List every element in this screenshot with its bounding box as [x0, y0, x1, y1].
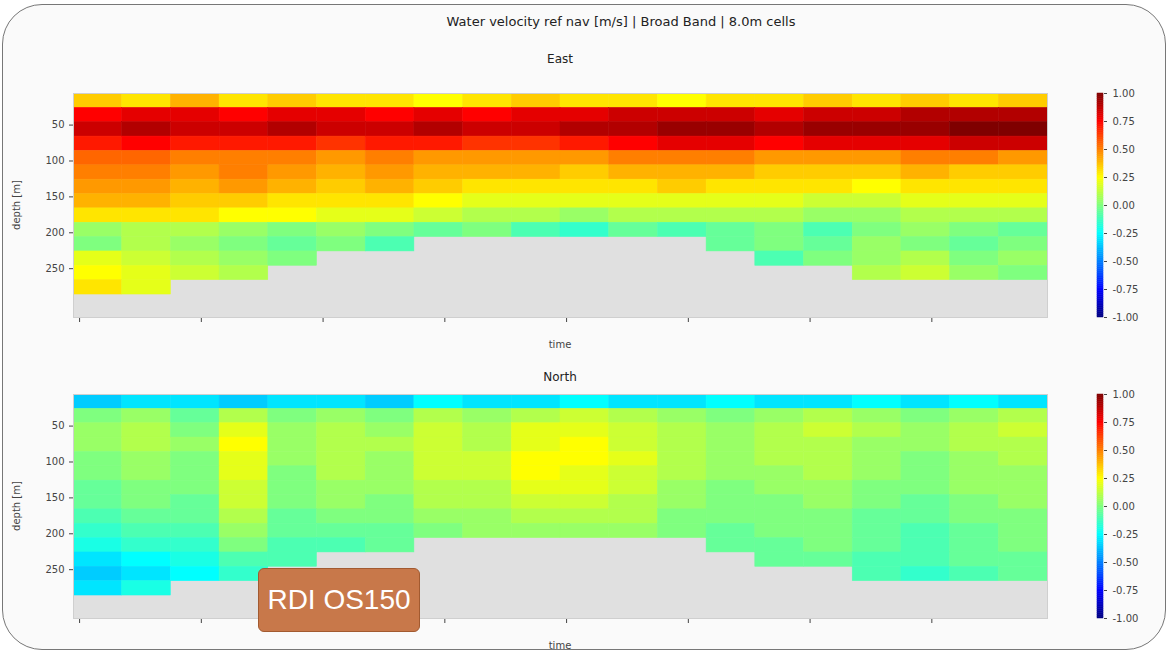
svg-text:0.50: 0.50 [1113, 144, 1135, 155]
svg-text:150: 150 [45, 492, 64, 503]
svg-text:-0.75: -0.75 [1113, 284, 1139, 295]
svg-text:250: 250 [45, 564, 64, 575]
svg-text:0.25: 0.25 [1113, 172, 1135, 183]
svg-text:0.00: 0.00 [1113, 200, 1135, 211]
html-text:time: time [548, 339, 572, 350]
svg-text:0.75: 0.75 [1113, 417, 1135, 428]
svg-text:0.75: 0.75 [1113, 116, 1135, 127]
html-text:depth [m]: depth [m] [10, 180, 22, 230]
html-text:Water velocity ref nav [m/s] |: Water velocity ref nav [m/s] | Broad Ban… [446, 14, 796, 29]
svg-text:-0.50: -0.50 [1113, 557, 1139, 568]
svg-text:1.00: 1.00 [1113, 389, 1135, 400]
svg-text:200: 200 [45, 528, 64, 539]
svg-text:-1.00: -1.00 [1113, 613, 1139, 624]
html-text:depth [m]: depth [m] [10, 481, 22, 531]
svg-text:-0.25: -0.25 [1113, 529, 1139, 540]
svg-text:0.50: 0.50 [1113, 445, 1135, 456]
html-text:East: East [547, 52, 573, 66]
svg-text:200: 200 [45, 227, 64, 238]
svg-text:250: 250 [45, 263, 64, 274]
svg-text:-0.25: -0.25 [1113, 228, 1139, 239]
svg-text:0.25: 0.25 [1113, 473, 1135, 484]
svg-text:-0.50: -0.50 [1113, 256, 1139, 267]
svg-text:0.00: 0.00 [1113, 501, 1135, 512]
svg-text:100: 100 [45, 456, 64, 467]
svg-text:50: 50 [52, 420, 65, 431]
svg-text:1.00: 1.00 [1113, 88, 1135, 99]
svg-text:150: 150 [45, 191, 64, 202]
html-text:North: North [543, 370, 577, 384]
svg-text:-1.00: -1.00 [1113, 312, 1139, 323]
svg-text:50: 50 [52, 119, 65, 130]
svg-text:-0.75: -0.75 [1113, 585, 1139, 596]
html-text:RDI OS150: RDI OS150 [267, 584, 411, 615]
html-text:time: time [548, 640, 572, 651]
svg-text:100: 100 [45, 155, 64, 166]
